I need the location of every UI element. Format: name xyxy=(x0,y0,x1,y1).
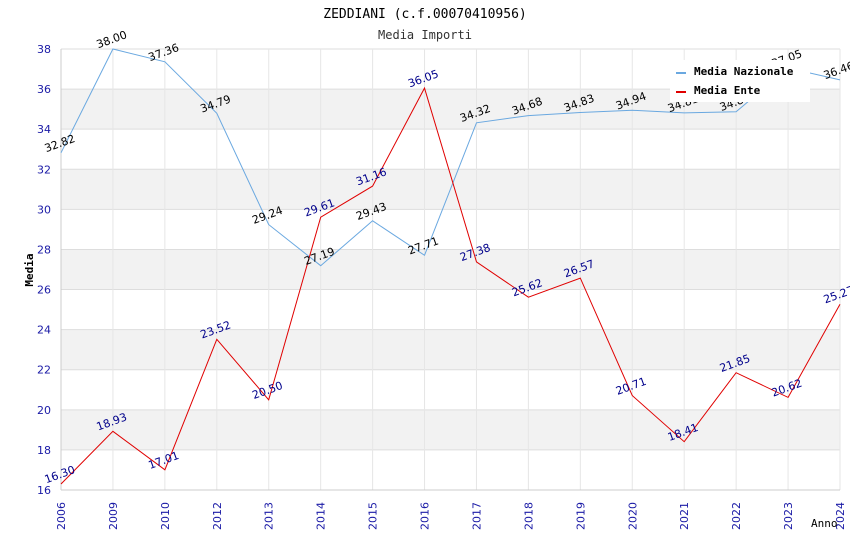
y-axis-label: Media xyxy=(23,253,36,286)
x-tick-label: 2013 xyxy=(263,502,276,530)
data-label: 38.00 xyxy=(95,28,129,51)
x-tick-label: 2016 xyxy=(419,502,432,530)
chart-subtitle: Media Importi xyxy=(378,28,472,42)
x-tick-label: 2012 xyxy=(211,502,224,530)
y-tick-label: 32 xyxy=(37,163,51,176)
legend-label-nazionale: Media Nazionale xyxy=(694,65,794,78)
y-tick-label: 30 xyxy=(37,203,51,216)
y-tick-label: 16 xyxy=(37,484,51,497)
x-tick-label: 2010 xyxy=(159,502,172,530)
x-axis-label: Anno xyxy=(811,517,838,530)
x-tick-label: 2019 xyxy=(574,502,587,530)
x-tick-label: 2009 xyxy=(107,502,120,530)
x-tick-label: 2018 xyxy=(522,502,535,530)
x-tick-label: 2020 xyxy=(626,502,639,530)
y-tick-label: 22 xyxy=(37,364,51,377)
y-tick-label: 20 xyxy=(37,404,51,417)
series-line-1 xyxy=(60,86,841,485)
y-tick-label: 28 xyxy=(37,243,51,256)
y-tick-label: 18 xyxy=(37,444,51,457)
band xyxy=(61,329,840,370)
legend: Media Nazionale Media Ente xyxy=(670,60,810,102)
band xyxy=(61,409,840,450)
chart-title: ZEDDIANI (c.f.00070410956) xyxy=(323,7,527,22)
x-axis-ticks: 2006 2009 2010 2012 2013 2014 2015 2016 2017 2018… xyxy=(55,502,847,530)
x-tick-label: 2014 xyxy=(315,502,328,530)
x-tick-label: 2024 xyxy=(834,502,847,530)
y-tick-label: 26 xyxy=(37,284,51,297)
x-tick-label: 2006 xyxy=(55,502,68,530)
y-axis-ticks: 16 18 20 22 24 26 28 30 32 34 36 38 xyxy=(37,43,51,497)
legend-box xyxy=(670,60,810,102)
y-tick-label: 36 xyxy=(37,83,51,96)
y-tick-label: 34 xyxy=(37,123,51,136)
x-tick-label: 2022 xyxy=(730,502,743,530)
band xyxy=(61,249,840,290)
x-tick-label: 2017 xyxy=(470,502,483,530)
x-tick-label: 2023 xyxy=(782,502,795,530)
legend-label-ente: Media Ente xyxy=(694,84,761,97)
plot-background-bands xyxy=(61,49,840,490)
series-lines xyxy=(60,48,841,485)
y-tick-label: 24 xyxy=(37,324,51,337)
series-line-0 xyxy=(60,48,841,267)
x-tick-label: 2021 xyxy=(678,502,691,530)
y-tick-label: 38 xyxy=(37,43,51,56)
x-tick-label: 2015 xyxy=(367,502,380,530)
